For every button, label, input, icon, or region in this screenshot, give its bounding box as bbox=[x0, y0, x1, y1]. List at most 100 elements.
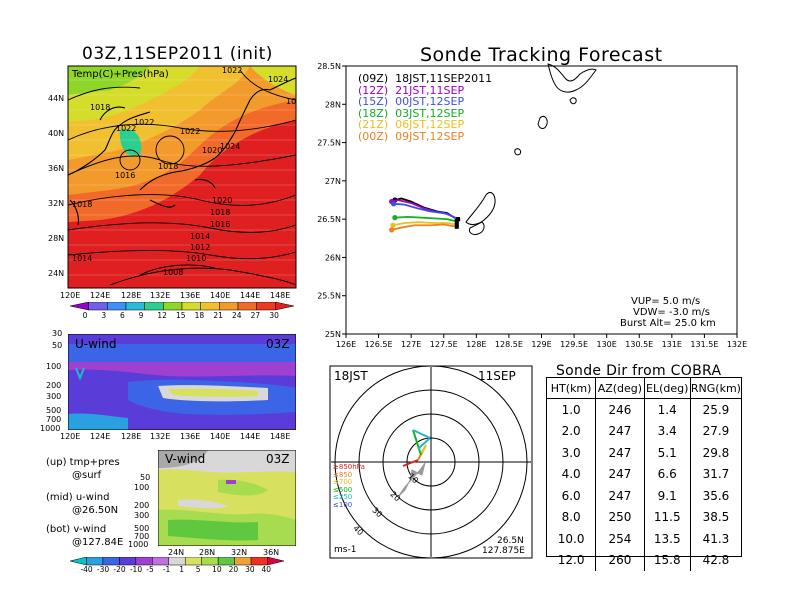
table-cell: 11.5 bbox=[643, 506, 691, 528]
x-tick-label: 128E bbox=[466, 340, 486, 349]
lon-tick-label: 136E bbox=[180, 291, 201, 300]
v-wind-label: V-wind bbox=[165, 452, 206, 466]
track-start-point bbox=[390, 201, 397, 207]
polar-lat: 26.5N bbox=[497, 536, 524, 546]
track-legend: (09Z) 18JST,11SEP2011 (12Z) 21JST,11SEP (1… bbox=[358, 72, 493, 143]
track-start-point bbox=[389, 227, 395, 233]
table-row: 3.0 247 5.1 29.8 bbox=[547, 442, 741, 464]
table-cell: 6.0 bbox=[561, 488, 581, 503]
lon-tick-label: 120E bbox=[60, 432, 81, 441]
p-tick-label: 700 bbox=[134, 532, 150, 541]
p-tick-label: 200 bbox=[46, 381, 62, 390]
sonde-table-box: HT(km) AZ(deg) EL(deg) RNG(km) 1.0 246 1.4… bbox=[546, 377, 742, 571]
table-cell: 42.8 bbox=[689, 549, 741, 571]
note-line: (mid) u-wind bbox=[46, 492, 110, 503]
lat-tick-label: 24N bbox=[168, 548, 185, 557]
isobar-label: 1018 bbox=[90, 103, 111, 112]
islands bbox=[465, 63, 597, 235]
map-field-label: Temp(C)+Pres(hPa) bbox=[72, 69, 169, 80]
isobar-label: 1016 bbox=[115, 171, 136, 180]
table-cell: 25.9 bbox=[689, 398, 741, 421]
temperature-colorbar-labels: 0 3 6 9 12 15 18 21 24 27 30 bbox=[66, 311, 298, 321]
lon-tick-label: 132E bbox=[150, 432, 171, 441]
track-start-point bbox=[390, 222, 396, 228]
table-cell: 8.0 bbox=[561, 510, 581, 525]
polar-date-label: 11SEP bbox=[478, 369, 516, 383]
table-cell: 260 bbox=[595, 549, 645, 571]
track-series-line bbox=[392, 221, 457, 227]
table-row: 1.0 246 1.4 25.9 bbox=[547, 398, 741, 421]
lat-tick-label: 28N bbox=[48, 234, 65, 243]
note-line: (up) tmp+pres bbox=[46, 457, 120, 468]
table-cell: 31.7 bbox=[689, 463, 741, 485]
table-cell: 12.0 bbox=[557, 553, 585, 568]
isobar-label: 1022 bbox=[116, 124, 137, 133]
table-cell: 5.1 bbox=[643, 442, 691, 464]
table-cell: 27.9 bbox=[689, 420, 741, 442]
lon-tick-label: 128E bbox=[121, 432, 142, 441]
p-tick-label: 30 bbox=[52, 329, 63, 338]
coastlines bbox=[68, 77, 296, 226]
wind-colorbar bbox=[69, 557, 285, 566]
track-info-burst: Burst Alt= 25.0 km bbox=[620, 318, 716, 329]
isobar-label: 1016 bbox=[210, 220, 231, 229]
lon-tick-label: 136E bbox=[180, 432, 201, 441]
lon-tick-label: 144E bbox=[240, 291, 261, 300]
track-plot: 126E 126.5E 127E 127.5E 128E 128.5E 129E 129.5E… bbox=[317, 62, 747, 349]
lat-tick-label: 32N bbox=[231, 548, 248, 557]
p-tick-label: 100 bbox=[46, 362, 62, 371]
table-cell: 13.5 bbox=[643, 528, 691, 550]
colorbar-swatch bbox=[267, 557, 285, 566]
y-tick-label: 28N bbox=[325, 100, 341, 109]
x-tick-label: 131.5E bbox=[690, 340, 718, 349]
table-cell: 35.6 bbox=[689, 485, 741, 507]
table-row: 12.0 260 15.8 42.8 bbox=[547, 549, 741, 571]
x-tick-label: 131E bbox=[662, 340, 682, 349]
polar-legend-item: ≥850hPa bbox=[333, 463, 365, 471]
lat-tick-label: 40N bbox=[48, 129, 65, 138]
polar-legend: ≥850hPa ≤850 ≤700 ≤500 ≤250 ≤100 bbox=[333, 463, 365, 509]
table-cell: 41.3 bbox=[689, 528, 741, 550]
x-tick-label: 130.5E bbox=[625, 340, 653, 349]
polar-legend-item: ≤700 bbox=[333, 478, 353, 486]
track-end-point bbox=[454, 219, 459, 224]
polar-units: ms-1 bbox=[334, 545, 357, 555]
track-info-vdw: VDW= -3.0 m/s bbox=[633, 307, 710, 318]
isobar-label: 1022 bbox=[134, 118, 155, 127]
isobar-label: 1014 bbox=[72, 254, 93, 263]
p-tick-label: 50 bbox=[52, 341, 63, 350]
track-series-line bbox=[393, 202, 459, 220]
x-tick-label: 129.5E bbox=[560, 340, 588, 349]
isobar-label: 1020 bbox=[202, 146, 223, 155]
colorbar-label: 30 bbox=[269, 311, 279, 320]
wind-vector-250 bbox=[412, 429, 422, 456]
polar-legend-item: ≤250 bbox=[333, 493, 353, 501]
note-line: @26.50N bbox=[72, 505, 119, 516]
wind-vector-500 bbox=[420, 444, 427, 456]
lat-tick-label: 24N bbox=[48, 269, 65, 278]
table-cell: 3.4 bbox=[643, 420, 691, 442]
colorbar-label: -1 bbox=[162, 565, 171, 574]
lon-tick-label: 124E bbox=[90, 291, 111, 300]
lon-tick-label: 120E bbox=[60, 291, 81, 300]
track-legend-item: (09Z) 18JST,11SEP2011 bbox=[358, 72, 493, 85]
colorbar-label: 27 bbox=[250, 311, 261, 320]
colorbar-label: 12 bbox=[157, 311, 167, 320]
lat-tick-label: 28N bbox=[199, 548, 216, 557]
colorbar-label: 21 bbox=[213, 311, 223, 320]
table-cell: 6.6 bbox=[643, 463, 691, 485]
lat-tick-label: 36N bbox=[263, 548, 280, 557]
colorbar-label: 9 bbox=[138, 311, 144, 320]
header-el: EL(deg) bbox=[643, 378, 691, 399]
isobar-label: 1020 bbox=[212, 196, 233, 205]
v-wind-panel bbox=[158, 450, 296, 546]
isobar-label: 1018 bbox=[72, 200, 93, 209]
colorbar-label: -5 bbox=[146, 565, 154, 574]
table-cell: 9.1 bbox=[643, 485, 691, 507]
x-tick-label: 127E bbox=[401, 340, 421, 349]
table-cell: 3.0 bbox=[561, 445, 581, 460]
isobar-label: 1022 bbox=[222, 66, 243, 75]
p-tick-label: 1000 bbox=[128, 540, 149, 549]
table-row: 2.0 247 3.4 27.9 bbox=[547, 420, 741, 442]
